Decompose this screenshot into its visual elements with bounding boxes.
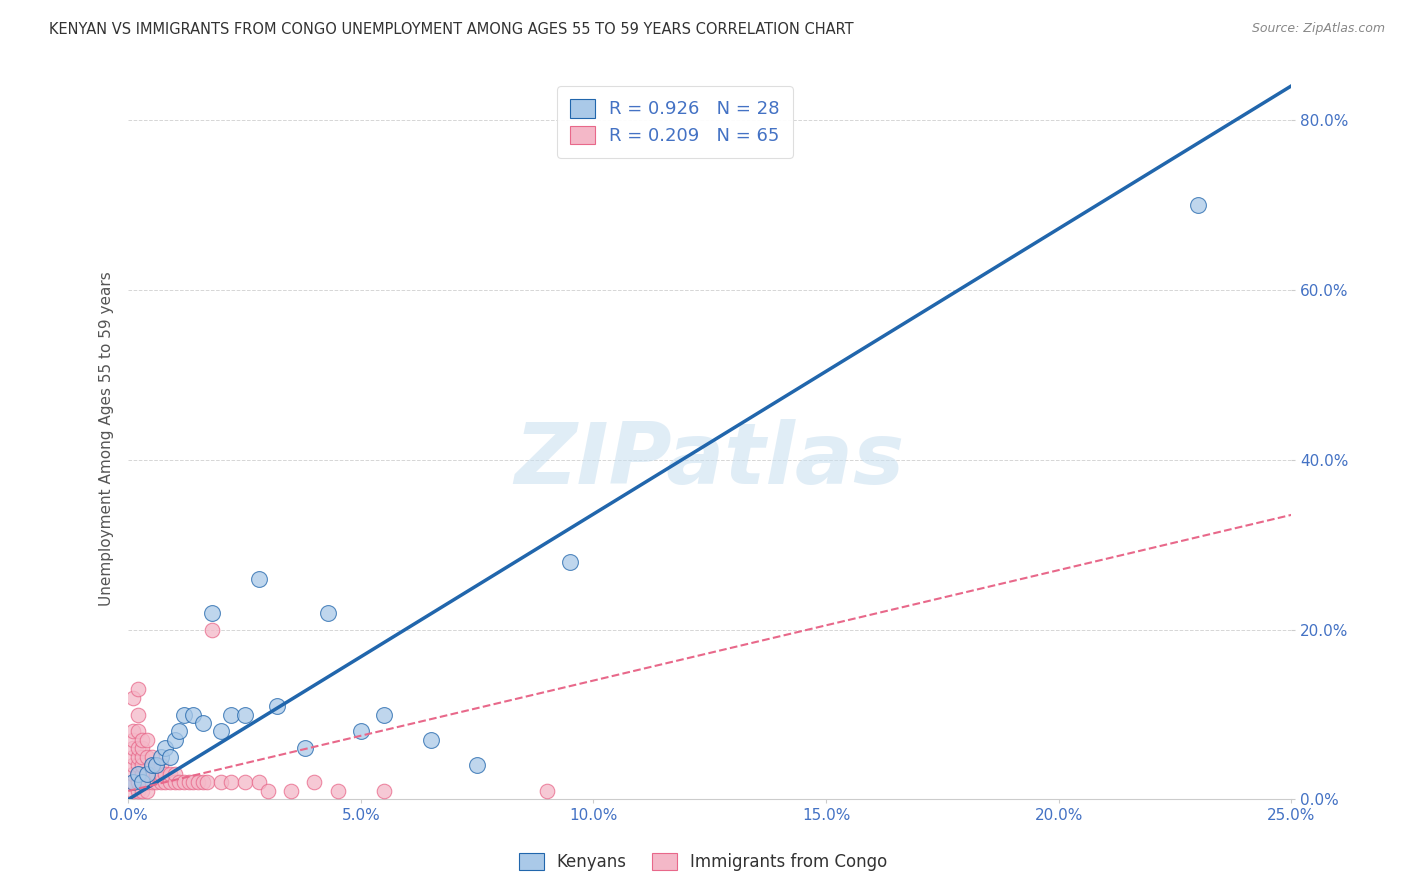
Point bbox=[145, 758, 167, 772]
Point bbox=[145, 775, 167, 789]
Point bbox=[127, 741, 149, 756]
Point bbox=[135, 775, 157, 789]
Point bbox=[155, 775, 177, 789]
Point bbox=[135, 733, 157, 747]
Point bbox=[159, 767, 181, 781]
Point bbox=[155, 767, 177, 781]
Point bbox=[316, 606, 339, 620]
Point bbox=[135, 767, 157, 781]
Point bbox=[247, 572, 270, 586]
Point bbox=[122, 750, 145, 764]
Point bbox=[122, 733, 145, 747]
Point bbox=[135, 750, 157, 764]
Point bbox=[131, 767, 153, 781]
Point bbox=[233, 707, 256, 722]
Point bbox=[173, 707, 195, 722]
Point bbox=[247, 775, 270, 789]
Point bbox=[127, 681, 149, 696]
Point bbox=[191, 775, 214, 789]
Point bbox=[195, 775, 218, 789]
Point bbox=[163, 733, 186, 747]
Point bbox=[149, 775, 172, 789]
Point bbox=[294, 741, 316, 756]
Point bbox=[122, 775, 145, 789]
Point bbox=[145, 767, 167, 781]
Point bbox=[209, 724, 232, 739]
Point bbox=[159, 750, 181, 764]
Point bbox=[127, 767, 149, 781]
Point bbox=[122, 775, 145, 789]
Point bbox=[122, 775, 145, 789]
Point bbox=[127, 775, 149, 789]
Point bbox=[169, 775, 191, 789]
Point bbox=[127, 758, 149, 772]
Point bbox=[127, 707, 149, 722]
Point bbox=[141, 767, 163, 781]
Point bbox=[560, 555, 582, 569]
Point bbox=[131, 775, 153, 789]
Y-axis label: Unemployment Among Ages 55 to 59 years: Unemployment Among Ages 55 to 59 years bbox=[100, 271, 114, 606]
Point bbox=[183, 707, 205, 722]
Point bbox=[465, 758, 488, 772]
Point bbox=[280, 784, 302, 798]
Point bbox=[173, 775, 195, 789]
Point bbox=[304, 775, 326, 789]
Point bbox=[373, 784, 395, 798]
Point bbox=[219, 707, 242, 722]
Text: Source: ZipAtlas.com: Source: ZipAtlas.com bbox=[1251, 22, 1385, 36]
Point bbox=[256, 784, 278, 798]
Point bbox=[131, 775, 153, 789]
Point bbox=[350, 724, 373, 739]
Point bbox=[159, 775, 181, 789]
Point bbox=[201, 623, 224, 637]
Point bbox=[127, 784, 149, 798]
Point bbox=[233, 775, 256, 789]
Point bbox=[122, 784, 145, 798]
Point bbox=[127, 724, 149, 739]
Point bbox=[122, 690, 145, 705]
Point bbox=[183, 775, 205, 789]
Point bbox=[145, 758, 167, 772]
Point bbox=[187, 775, 209, 789]
Point bbox=[209, 775, 232, 789]
Point bbox=[122, 758, 145, 772]
Point bbox=[141, 758, 163, 772]
Point bbox=[127, 750, 149, 764]
Point bbox=[149, 767, 172, 781]
Point bbox=[373, 707, 395, 722]
Point bbox=[419, 733, 441, 747]
Legend: Kenyans, Immigrants from Congo: Kenyans, Immigrants from Congo bbox=[510, 845, 896, 880]
Point bbox=[122, 724, 145, 739]
Point bbox=[266, 698, 288, 713]
Point bbox=[191, 716, 214, 731]
Point bbox=[326, 784, 349, 798]
Point bbox=[149, 758, 172, 772]
Point bbox=[219, 775, 242, 789]
Point bbox=[135, 767, 157, 781]
Point bbox=[127, 767, 149, 781]
Legend: R = 0.926   N = 28, R = 0.209   N = 65: R = 0.926 N = 28, R = 0.209 N = 65 bbox=[557, 87, 793, 158]
Point bbox=[149, 750, 172, 764]
Point bbox=[155, 741, 177, 756]
Point bbox=[201, 606, 224, 620]
Point bbox=[122, 767, 145, 781]
Point bbox=[141, 758, 163, 772]
Point bbox=[1187, 198, 1209, 212]
Point bbox=[163, 767, 186, 781]
Point bbox=[131, 741, 153, 756]
Point bbox=[141, 775, 163, 789]
Point bbox=[536, 784, 558, 798]
Point bbox=[163, 775, 186, 789]
Point bbox=[122, 741, 145, 756]
Point bbox=[177, 775, 200, 789]
Point bbox=[169, 724, 191, 739]
Text: ZIPatlas: ZIPatlas bbox=[515, 418, 905, 501]
Text: KENYAN VS IMMIGRANTS FROM CONGO UNEMPLOYMENT AMONG AGES 55 TO 59 YEARS CORRELATI: KENYAN VS IMMIGRANTS FROM CONGO UNEMPLOY… bbox=[49, 22, 853, 37]
Point bbox=[141, 750, 163, 764]
Point bbox=[135, 784, 157, 798]
Point bbox=[131, 758, 153, 772]
Point bbox=[131, 784, 153, 798]
Point bbox=[131, 733, 153, 747]
Point bbox=[131, 750, 153, 764]
